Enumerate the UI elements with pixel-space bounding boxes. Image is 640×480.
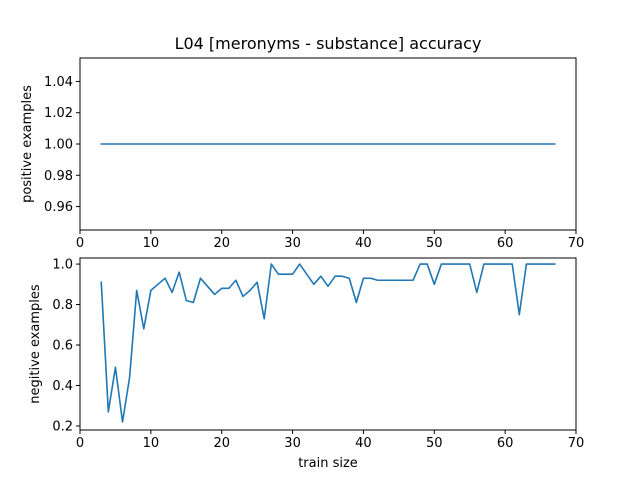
x-tick-label: 30 [284,236,301,251]
y-tick-label: 1.0 [52,258,73,273]
x-tick-label: 0 [76,236,84,251]
y-tick-label: 0.4 [52,379,73,394]
subplot-2: 0 10 20 30 40 50 60 70 0.2 0.4 0.6 0.8 1.0 negitive e… [28,257,585,471]
x-tick-label: 20 [213,236,230,251]
x-tick-label: 70 [568,436,585,451]
y-tick-label: 1.00 [44,138,73,153]
x-tick-label: 40 [355,236,372,251]
x-tick-label: 20 [213,436,230,451]
x-tick-label: 30 [284,436,301,451]
chart-title: L04 [meronyms - substance] accuracy [175,34,482,53]
x-tick-label: 0 [76,436,84,451]
y-tick-label: 0.96 [44,200,73,215]
y-tick-label: 0.98 [44,169,73,184]
subplot-1: 0 10 20 30 40 50 60 70 0.96 0.98 1.00 1.02 1.04 posit… [20,57,585,251]
y-tick-label: 1.04 [44,75,73,90]
y-tick-label: 1.02 [44,106,73,121]
y-tick-label: 0.2 [52,419,73,434]
x-axis-label: train size [298,456,358,471]
y-tick-label: 0.6 [52,339,73,354]
x-tick-label: 60 [497,236,514,251]
x-tick-label: 40 [355,436,372,451]
x-tick-label: 50 [426,236,443,251]
x-tick-label: 10 [143,436,160,451]
y-axis-label: positive examples [20,85,35,203]
x-tick-label: 10 [143,236,160,251]
y-axis-label: negitive examples [28,284,43,404]
series-line-2-1 [100,263,556,423]
plot-frame [79,257,577,431]
x-tick-label: 70 [568,236,585,251]
x-tick-label: 50 [426,436,443,451]
y-tick-label: 0.8 [52,298,73,313]
x-tick-label: 60 [497,436,514,451]
